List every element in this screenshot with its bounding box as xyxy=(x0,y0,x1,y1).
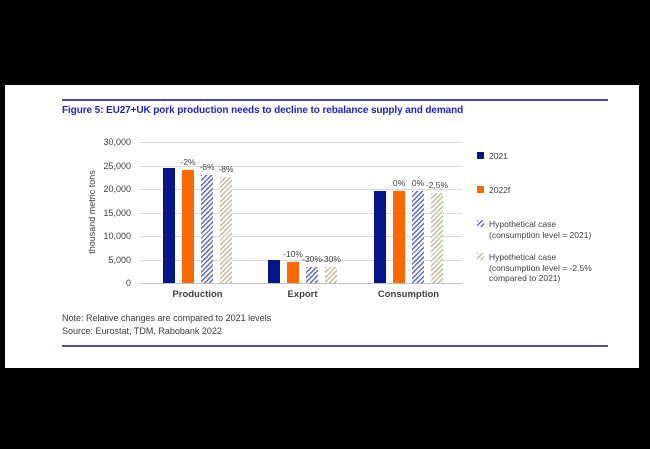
y-tick-label: 0 xyxy=(125,278,131,288)
bar-group-production: -2% -6% -8% xyxy=(163,142,234,283)
bar-value-label: -2% xyxy=(180,157,196,168)
bar-production-2021 xyxy=(163,167,175,283)
bar-value-label: -30% xyxy=(321,253,341,264)
legend-swatch-icon xyxy=(477,253,484,260)
bar-value-label: -10% xyxy=(283,248,303,259)
bar-consumption-2021 xyxy=(374,190,386,283)
gridline xyxy=(140,212,462,214)
legend-item: 2022f xyxy=(477,185,637,196)
figure-title: Figure 5: EU27+UK pork production needs … xyxy=(62,105,464,116)
chart-plot: -2% -6% -8% -10% -30% -30% 0% 0% -2.5% xyxy=(140,142,462,284)
bottom-rule xyxy=(62,345,608,347)
bar-group-export: -10% -30% -30% xyxy=(268,142,341,283)
x-axis-line xyxy=(140,283,462,284)
bar-value-label: -8% xyxy=(218,164,234,175)
legend-item: 2021 xyxy=(477,151,637,162)
bar-value-label: 0% xyxy=(392,177,406,188)
legend-swatch-icon xyxy=(477,152,484,159)
legend-label: Hypothetical case (consumption level = 20… xyxy=(489,219,592,240)
legend-swatch-icon xyxy=(477,220,484,227)
gridline xyxy=(140,259,462,261)
gridline xyxy=(140,142,462,143)
y-tick-label: 15,000 xyxy=(103,207,131,218)
note-text: Note: Relative changes are compared to 2… xyxy=(62,313,272,323)
bar-production-hypothetical: -8% xyxy=(218,164,234,283)
bar-value-label: 0% xyxy=(411,177,425,188)
bar-consumption-hypothetical: -2.5% xyxy=(426,180,448,283)
legend-swatch-icon xyxy=(477,185,484,193)
bar-export-2021 xyxy=(268,259,280,283)
bar-group-consumption: 0% 0% -2.5% xyxy=(374,142,448,283)
legend-label: 2022f xyxy=(489,184,511,195)
y-tick-label: 10,000 xyxy=(103,231,131,241)
bar-value-label: -2.5% xyxy=(425,180,449,191)
legend-item: Hypothetical case (consumption level = -2… xyxy=(477,252,637,284)
x-category-label-export: Export xyxy=(287,289,318,300)
source-text: Source: Eurostat, TDM, Rabobank 2022 xyxy=(62,326,222,336)
bar-value-label: -6% xyxy=(199,161,215,172)
x-category-label-consumption: Consumption xyxy=(377,289,440,300)
bar-value-label: -30% xyxy=(302,253,322,264)
gridline xyxy=(140,189,462,190)
bar-export-2022f: -10% xyxy=(283,249,303,283)
bar-consumption-2022f: 0% xyxy=(393,178,405,283)
bar-production-2022f: -2% xyxy=(180,157,196,283)
y-tick-label: 5,000 xyxy=(108,254,131,265)
legend-item: Hypothetical case (consumption level = 20… xyxy=(477,219,637,240)
bar-consumption-hypothetical: 0% xyxy=(412,178,424,283)
legend-label: Hypothetical case (consumption level = -2… xyxy=(489,252,592,283)
y-tick-label: 25,000 xyxy=(103,160,131,171)
legend-label: 2021 xyxy=(489,151,508,161)
y-tick-label: 30,000 xyxy=(103,137,131,147)
top-rule xyxy=(62,99,608,101)
bar-export-hypothetical: -30% xyxy=(321,254,341,283)
gridline xyxy=(140,165,462,167)
y-tick-label: 20,000 xyxy=(103,184,131,194)
gridline xyxy=(140,236,462,237)
chart-legend: 2021 2022f Hypothetical case (consumption l… xyxy=(477,151,637,284)
figure-panel: Figure 5: EU27+UK pork production needs … xyxy=(5,85,639,368)
bar-production-hypothetical: -6% xyxy=(199,162,215,283)
footer-notes: Note: Relative changes are compared to 2… xyxy=(62,312,271,338)
x-category-label-production: Production xyxy=(172,289,223,300)
bar-export-hypothetical: -30% xyxy=(302,254,322,283)
